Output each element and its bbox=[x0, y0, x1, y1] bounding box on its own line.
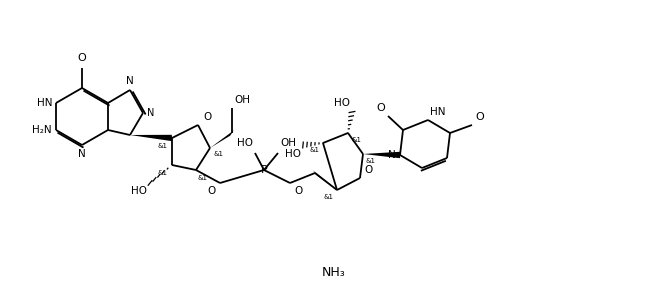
Text: HN: HN bbox=[37, 98, 52, 108]
Text: N: N bbox=[78, 149, 86, 159]
Text: &1: &1 bbox=[324, 194, 334, 200]
Polygon shape bbox=[313, 171, 337, 190]
Text: O: O bbox=[207, 186, 216, 196]
Text: N: N bbox=[126, 76, 134, 86]
Text: O: O bbox=[376, 103, 385, 113]
Text: &1: &1 bbox=[351, 137, 361, 143]
Text: &1: &1 bbox=[198, 175, 208, 181]
Text: O: O bbox=[364, 165, 372, 175]
Text: HN: HN bbox=[430, 107, 446, 117]
Text: O: O bbox=[77, 53, 86, 63]
Text: HO: HO bbox=[285, 149, 301, 159]
Text: OH: OH bbox=[234, 95, 250, 105]
Text: &1: &1 bbox=[213, 151, 223, 157]
Text: &1: &1 bbox=[310, 147, 320, 153]
Text: O: O bbox=[203, 112, 211, 122]
Text: P: P bbox=[261, 165, 267, 175]
Text: &1: &1 bbox=[158, 170, 168, 176]
Text: N: N bbox=[147, 108, 154, 118]
Text: O: O bbox=[294, 186, 302, 196]
Text: H₂N: H₂N bbox=[33, 125, 52, 135]
Polygon shape bbox=[210, 130, 234, 148]
Text: &1: &1 bbox=[366, 158, 376, 164]
Polygon shape bbox=[363, 152, 400, 158]
Text: O: O bbox=[475, 112, 484, 122]
Text: HO: HO bbox=[334, 98, 350, 108]
Text: HO: HO bbox=[131, 186, 147, 196]
Text: N: N bbox=[388, 150, 396, 160]
Text: OH: OH bbox=[280, 138, 296, 148]
Text: &1: &1 bbox=[158, 143, 168, 149]
Text: NH₃: NH₃ bbox=[322, 265, 346, 278]
Polygon shape bbox=[130, 135, 172, 141]
Text: HO: HO bbox=[237, 138, 253, 148]
